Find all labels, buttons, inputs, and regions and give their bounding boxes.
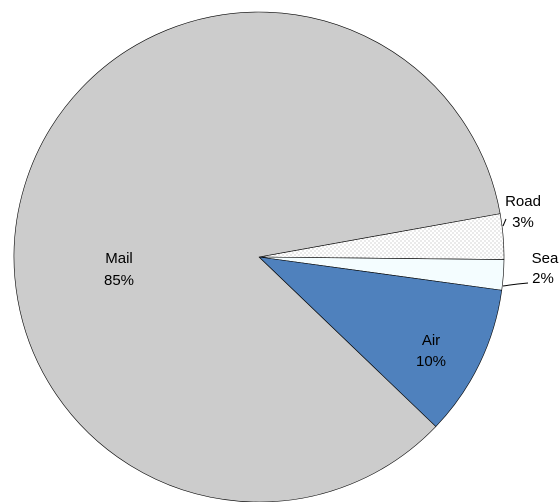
slice-label-air-name: Air <box>422 332 440 349</box>
road-leader-line <box>502 218 507 227</box>
pie-slices <box>13 11 505 502</box>
slice-labels: Mail 85% Air 10% Road 3% Sea 2% <box>104 193 559 370</box>
sea-leader-line <box>502 282 529 287</box>
slice-label-sea-value: 2% <box>532 270 554 287</box>
slice-label-mail-value: 85% <box>104 272 134 289</box>
slice-label-road-name: Road <box>505 193 541 210</box>
slice-label-road-value: 3% <box>512 214 534 231</box>
slice-label-air-value: 10% <box>416 353 446 370</box>
pie-slice-air <box>258 256 503 427</box>
slice-label-sea-name: Sea <box>532 250 559 267</box>
slice-label-mail-name: Mail <box>105 250 133 267</box>
